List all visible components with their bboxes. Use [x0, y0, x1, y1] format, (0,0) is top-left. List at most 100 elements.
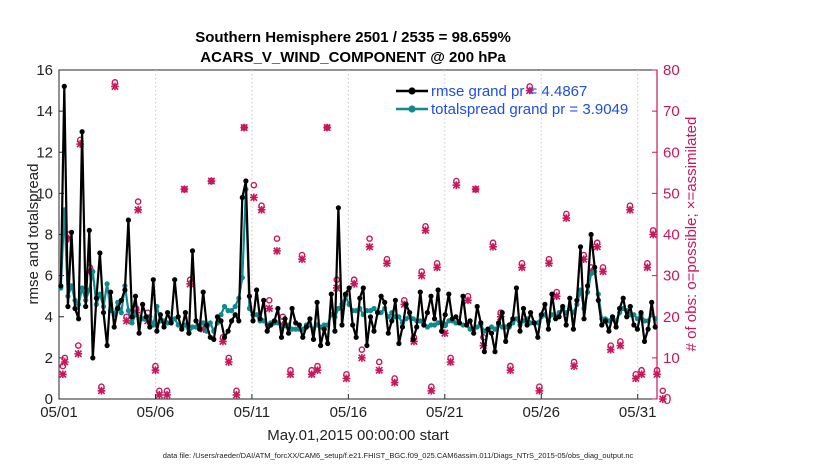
rmse-point	[257, 316, 263, 322]
rmse-point	[93, 295, 99, 301]
rmse-point	[147, 324, 153, 330]
obs-assimilated-marker	[219, 337, 227, 346]
rmse-point	[161, 324, 167, 330]
rmse-point	[588, 231, 594, 238]
y-right-tick-label: 10	[663, 350, 680, 367]
y-tick-label: 16	[36, 62, 53, 79]
rmse-point	[641, 338, 648, 344]
rmse-point	[471, 330, 477, 336]
x-axis-label: May.01,2015 00:00:00 start	[267, 427, 449, 444]
rmse-point	[528, 310, 534, 316]
obs-assimilated-marker	[506, 366, 515, 375]
obs-assimilated-marker	[257, 205, 266, 214]
rmse-point	[204, 322, 210, 328]
obs-assimilated-marker	[631, 374, 640, 383]
legend-spread-marker	[408, 105, 416, 113]
obs-possible-marker	[74, 342, 82, 349]
obs-assimilated-marker	[265, 304, 274, 313]
rmse-point	[474, 303, 480, 310]
rmse-point	[410, 336, 416, 342]
rmse-point	[236, 318, 242, 324]
spread-point	[118, 310, 124, 316]
rmse-point	[125, 217, 131, 223]
obs-assimilated-marker	[122, 317, 131, 325]
obs-assimilated-marker	[464, 296, 472, 305]
series	[58, 83, 658, 361]
rmse-point	[652, 324, 658, 330]
obs-assimilated-marker	[579, 255, 588, 264]
rmse-point	[453, 314, 459, 320]
obs-assimilated-marker	[452, 181, 461, 189]
y-tick-label: 12	[36, 144, 53, 161]
rmse-point	[310, 336, 317, 342]
spread-point	[289, 326, 295, 332]
obs-assimilated-marker	[649, 230, 657, 239]
rmse-point	[282, 316, 288, 322]
y-tick-label: 0	[45, 391, 53, 408]
obs-assimilated-marker	[313, 366, 322, 375]
obs-assimilated-marker	[59, 370, 67, 379]
obs-assimilated-marker	[626, 205, 634, 214]
y-axis-right-label: # of obs: o=possible; ×=assimilated	[683, 117, 700, 352]
rmse-point	[488, 330, 495, 336]
rmse-point	[638, 310, 644, 316]
rmse-point	[321, 326, 327, 332]
rmse-point	[567, 295, 573, 301]
rmse-point	[585, 283, 591, 289]
x-tick-label: 05/11	[234, 404, 270, 421]
rmse-point	[243, 178, 249, 184]
obs-assimilated-marker	[417, 271, 426, 280]
obs-assimilated-marker	[151, 366, 160, 375]
rmse-point	[431, 316, 438, 322]
rmse-point	[143, 314, 149, 320]
rmse-point	[542, 301, 548, 307]
rmse-point	[478, 320, 484, 326]
obs-possible-marker	[273, 235, 281, 242]
rmse-point	[364, 342, 370, 349]
rmse-point	[232, 312, 238, 318]
rmse-point	[186, 330, 192, 336]
obs-assimilated-marker	[97, 386, 106, 395]
rmse-point	[108, 289, 114, 295]
rmse-point	[424, 310, 430, 316]
rmse-point	[385, 330, 391, 336]
rmse-point	[211, 336, 217, 342]
rmse-point	[264, 328, 270, 334]
rmse-point	[261, 297, 267, 303]
spread-point	[129, 320, 135, 326]
rmse-point	[485, 326, 491, 332]
rmse-point	[517, 328, 523, 334]
spread-point	[97, 291, 103, 297]
spread-point	[335, 305, 341, 312]
obs-assimilated-marker	[552, 292, 561, 301]
obs-assimilated-marker	[64, 234, 73, 243]
legend: rmse grand pr = 4.4867 totalspread grand…	[396, 83, 628, 118]
rmse-point	[254, 287, 260, 293]
rmse-point	[246, 293, 252, 299]
rmse-point	[111, 324, 117, 330]
obs-assimilated-marker	[545, 259, 553, 268]
rmse-point	[332, 328, 338, 334]
rmse-point	[136, 330, 142, 336]
rmse-point	[389, 318, 395, 324]
rmse-point	[496, 320, 502, 326]
obs-assimilated-marker	[155, 391, 164, 399]
rmse-point	[271, 318, 277, 324]
rmse-point	[382, 299, 388, 305]
rmse-point	[318, 342, 324, 349]
rmse-point	[649, 299, 655, 305]
obs-assimilated-marker	[440, 329, 449, 338]
rmse-point	[535, 334, 541, 340]
obs-assimilated-marker	[562, 214, 571, 222]
obs-assimilated-marker	[286, 370, 295, 379]
obs-assimilated-marker	[489, 242, 497, 251]
obs-possible-marker	[366, 235, 373, 242]
obs-assimilated-marker	[570, 362, 578, 370]
spread-point	[125, 308, 131, 314]
rmse-point	[549, 291, 555, 297]
rmse-point	[129, 314, 135, 320]
y-tick-label: 2	[45, 350, 53, 367]
rmse-point	[118, 297, 124, 303]
y-tick-label: 6	[45, 268, 53, 285]
